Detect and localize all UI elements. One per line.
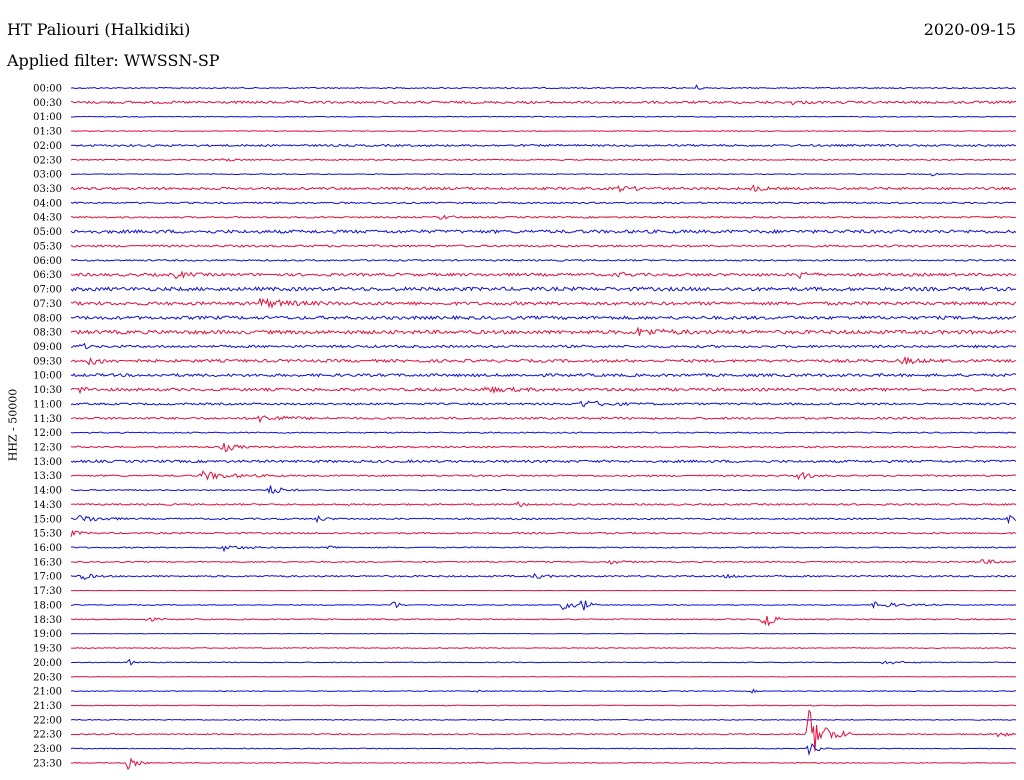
tick-label: 17:30: [33, 586, 62, 597]
date-label: 2020-09-15: [923, 20, 1016, 39]
tick-label: 16:30: [33, 557, 62, 568]
trace-line: [70, 184, 1017, 193]
trace-line: [70, 545, 1017, 553]
tick-label: 18:30: [33, 615, 62, 626]
tick-label: 09:00: [33, 342, 62, 353]
trace-line: [70, 431, 1017, 434]
tick-label: 11:30: [33, 414, 62, 425]
trace-line: [70, 704, 1017, 707]
tick-label: 04:30: [33, 213, 62, 224]
tick-label: 02:30: [33, 155, 62, 166]
trace-line: [70, 115, 1017, 118]
tick-label: 06:30: [33, 270, 62, 281]
trace-line: [70, 647, 1017, 649]
trace-line: [70, 100, 1017, 106]
tick-label: 20:30: [33, 672, 62, 683]
trace-line: [70, 658, 1017, 666]
tick-label: 15:00: [33, 514, 62, 525]
tick-label: 12:30: [33, 443, 62, 454]
tick-label: 17:00: [33, 572, 62, 583]
tick-label: 23:00: [33, 744, 62, 755]
tick-label: 21:00: [33, 687, 62, 698]
trace-line: [70, 718, 1017, 721]
tick-label: 14:30: [33, 500, 62, 511]
trace-line: [70, 459, 1017, 464]
tick-label: 10:30: [33, 385, 62, 396]
trace-line: [70, 372, 1017, 378]
trace-line: [70, 743, 1017, 757]
trace-line: [70, 157, 1017, 162]
trace-line: [70, 297, 1017, 309]
trace-line: [70, 229, 1017, 235]
tick-label: 19:30: [33, 644, 62, 655]
tick-label: 11:00: [33, 399, 62, 410]
tick-label: 14:00: [33, 486, 62, 497]
tick-label: 22:00: [33, 715, 62, 726]
tick-label: 23:30: [33, 758, 62, 769]
trace-line: [70, 599, 1017, 611]
tick-label: 01:30: [33, 127, 62, 138]
tick-label: 10:00: [33, 371, 62, 382]
tick-label: 04:00: [33, 198, 62, 209]
tick-label: 13:00: [33, 457, 62, 468]
trace-line: [70, 201, 1017, 205]
trace-line: [70, 615, 1017, 627]
tick-label: 19:00: [33, 629, 62, 640]
trace-line: [70, 214, 1017, 220]
trace-line: [70, 415, 1017, 424]
tick-label: 20:00: [33, 658, 62, 669]
trace-line: [70, 485, 1017, 495]
trace-line: [70, 258, 1017, 262]
tick-label: 08:00: [33, 313, 62, 324]
trace-line: [70, 356, 1017, 366]
trace-line: [70, 84, 1017, 90]
trace-line: [70, 315, 1017, 321]
trace-line: [70, 529, 1017, 537]
tick-label: 05:00: [33, 227, 62, 238]
trace-line: [70, 244, 1017, 248]
tick-label: 16:00: [33, 543, 62, 554]
tick-label: 21:30: [33, 701, 62, 712]
trace-line: [70, 326, 1017, 336]
tick-label: 01:00: [33, 112, 62, 123]
tick-label: 08:30: [33, 328, 62, 339]
trace-line: [70, 757, 1017, 771]
tick-label: 00:30: [33, 98, 62, 109]
tick-label: 03:00: [33, 170, 62, 181]
tick-label: 07:00: [33, 285, 62, 296]
tick-label: 09:30: [33, 356, 62, 367]
tick-label: 03:30: [33, 184, 62, 195]
trace-line: [70, 400, 1017, 408]
trace-line: [70, 709, 1017, 752]
trace-line: [70, 385, 1017, 395]
tick-label: 12:00: [33, 428, 62, 439]
trace-line: [70, 172, 1017, 177]
tick-label: 13:30: [33, 471, 62, 482]
tick-label: 05:30: [33, 241, 62, 252]
trace-line: [70, 514, 1017, 525]
trace-line: [70, 688, 1017, 694]
trace-line: [70, 572, 1017, 580]
tick-label: 22:30: [33, 730, 62, 741]
tick-label: 06:00: [33, 256, 62, 267]
trace-line: [70, 500, 1017, 508]
trace-line: [70, 286, 1017, 292]
tick-label: 07:30: [33, 299, 62, 310]
filter-label: Applied filter: WWSSN-SP: [7, 51, 220, 70]
trace-line: [70, 443, 1017, 453]
station-title: HT Paliouri (Halkidiki): [7, 20, 191, 39]
tick-label: 18:00: [33, 600, 62, 611]
trace-line: [70, 143, 1017, 148]
trace-group: [70, 84, 1017, 771]
trace-line: [70, 558, 1017, 565]
trace-line: [70, 342, 1017, 350]
trace-line: [70, 270, 1017, 280]
tick-label-group: 00:00 00:30 01:00 01:30 02:00 02:30 03:00 03:30…: [33, 84, 62, 770]
tick-label: 00:00: [33, 84, 62, 95]
tick-label: 02:00: [33, 141, 62, 152]
trace-line: [70, 470, 1017, 481]
trace-line: [70, 130, 1017, 133]
tick-label: 15:30: [33, 529, 62, 540]
